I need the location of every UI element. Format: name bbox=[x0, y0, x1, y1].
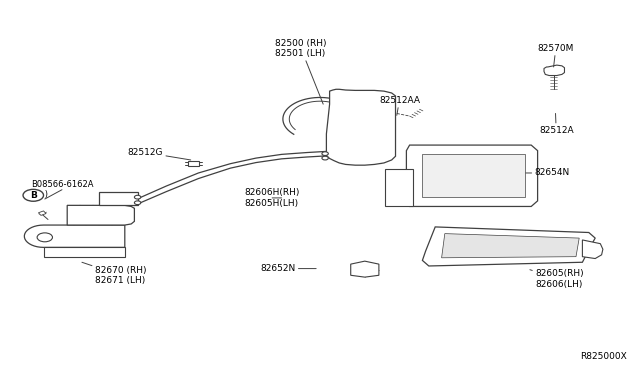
Text: B08566-6162A
( 1 ): B08566-6162A ( 1 ) bbox=[31, 180, 93, 199]
Polygon shape bbox=[67, 205, 134, 225]
Polygon shape bbox=[442, 234, 579, 258]
Circle shape bbox=[322, 156, 328, 160]
Polygon shape bbox=[326, 89, 396, 165]
Text: 82500 (RH)
82501 (LH): 82500 (RH) 82501 (LH) bbox=[275, 39, 326, 104]
Polygon shape bbox=[351, 261, 379, 277]
Text: B: B bbox=[30, 191, 36, 200]
Text: 82512A: 82512A bbox=[539, 113, 573, 135]
Polygon shape bbox=[544, 65, 564, 76]
Polygon shape bbox=[385, 169, 413, 206]
Circle shape bbox=[134, 195, 141, 199]
Polygon shape bbox=[422, 227, 595, 266]
Text: 82652N: 82652N bbox=[260, 264, 316, 273]
Polygon shape bbox=[406, 145, 538, 206]
Text: 82654N: 82654N bbox=[522, 169, 570, 177]
Text: R825000X: R825000X bbox=[580, 352, 627, 361]
Circle shape bbox=[23, 189, 44, 201]
Polygon shape bbox=[99, 192, 138, 205]
Text: 82570M: 82570M bbox=[538, 44, 574, 67]
Text: 82606H(RH)
82605H(LH): 82606H(RH) 82605H(LH) bbox=[244, 188, 300, 208]
Polygon shape bbox=[44, 247, 125, 257]
Text: 82605(RH)
82606(LH): 82605(RH) 82606(LH) bbox=[530, 269, 584, 289]
Text: 82512AA: 82512AA bbox=[379, 96, 420, 115]
Polygon shape bbox=[24, 225, 125, 247]
Circle shape bbox=[134, 201, 141, 205]
Polygon shape bbox=[38, 211, 46, 215]
Circle shape bbox=[322, 152, 328, 155]
Text: 82670 (RH)
82671 (LH): 82670 (RH) 82671 (LH) bbox=[82, 262, 146, 285]
Text: 82512G: 82512G bbox=[128, 148, 191, 160]
Polygon shape bbox=[188, 161, 199, 166]
Polygon shape bbox=[582, 240, 603, 259]
Polygon shape bbox=[422, 154, 525, 197]
Circle shape bbox=[37, 233, 52, 242]
